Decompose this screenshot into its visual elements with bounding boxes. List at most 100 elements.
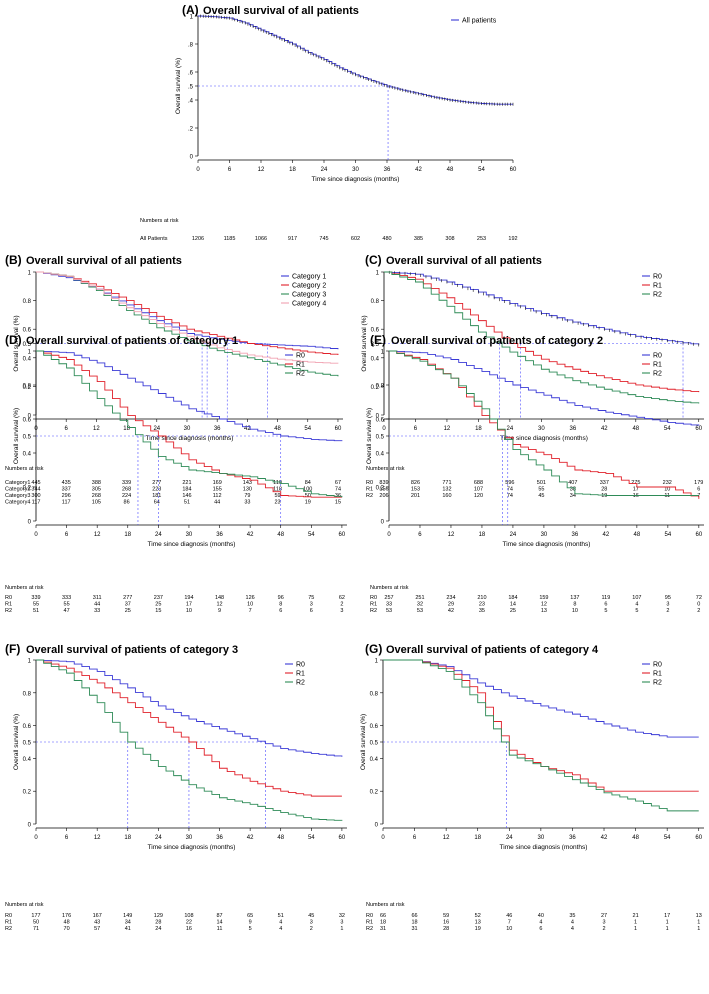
y-axis-label: Overall survival (%) [13,315,20,371]
risk-value: 42 [448,608,454,614]
risk-value: 66 [380,913,386,919]
x-tick-label: 42 [601,835,608,841]
risk-value: 50 [305,493,311,499]
panel-label: (G) [365,642,382,656]
series-line-r0 [36,350,343,442]
risk-value: 67 [335,480,341,486]
risk-value: 6 [539,926,542,932]
y-tick-label: 0.2 [23,790,32,796]
x-tick-label: 24 [155,532,162,538]
x-tick-label: 36 [570,426,577,432]
risk-row-label: R1 [370,602,377,608]
series-line-r1 [383,659,699,792]
panel-label: (A) [182,3,199,17]
risk-value: 55 [33,602,39,608]
legend-label: Category 3 [292,292,326,299]
risk-value: 31 [412,926,418,932]
risk-value: 75 [308,595,314,601]
panel-f: (F) Overall survival of patients of categ… [5,642,347,932]
risk-table-title: Numbers at risk [5,902,44,908]
risk-table-title: Numbers at risk [366,466,405,472]
y-tick-label: 1 [376,271,380,277]
y-tick-label: 0 [28,520,32,526]
risk-value: 32 [339,913,345,919]
risk-value: 72 [696,595,702,601]
legend-label: R1 [653,283,662,290]
risk-value: 268 [122,487,131,493]
risk-value: 388 [92,480,101,486]
risk-value: 339 [31,595,40,601]
y-tick-label: 0.6 [23,418,32,424]
y-tick-label: 0.8 [23,691,32,697]
risk-value: 28 [601,487,607,493]
y-tick-label: 0.5 [370,741,379,747]
risk-value: 59 [275,493,281,499]
y-axis-label: Overall survival (%) [360,714,367,770]
chart-title: Overall survival of patients of category… [26,644,238,656]
y-tick-label: 0.8 [23,384,32,390]
legend-label: R1 [653,362,662,369]
y-tick-label: 0.2 [23,385,32,391]
y-tick-label: 0 [28,414,32,420]
chart-title: Overall survival of all patients [203,5,359,17]
y-tick-label: .5 [188,85,194,91]
x-tick-label: 0 [196,167,200,173]
y-tick-label: 0.2 [376,486,385,492]
y-tick-label: 0.5 [23,342,32,348]
risk-value: 2 [666,608,669,614]
y-tick-label: 0 [381,520,385,526]
risk-value: 16 [443,920,449,926]
panel-label: (B) [5,253,22,267]
risk-value: 17 [664,913,670,919]
risk-table-title: Numbers at risk [140,218,179,224]
risk-value: 257 [384,595,393,601]
risk-row-label: R1 [5,920,12,926]
risk-value: 4 [279,926,282,932]
risk-value: 296 [62,493,71,499]
legend-label: All patients [462,18,497,25]
risk-value: 4 [571,926,574,932]
risk-value: 118 [273,487,282,493]
series-line-r1 [384,271,700,393]
y-tick-label: 1 [28,659,32,665]
risk-value: 28 [443,926,449,932]
x-tick-label: 0 [387,532,391,538]
risk-value: 1 [666,926,669,932]
risk-value: 221 [182,480,191,486]
risk-value: 11 [664,493,670,499]
risk-value: 194 [184,595,193,601]
risk-value: 19 [475,926,481,932]
risk-value: 251 [415,595,424,601]
y-tick-label: 1 [375,659,379,665]
risk-value: 3 [340,920,343,926]
risk-value: 51 [184,500,190,506]
y-tick-label: 0.6 [370,724,379,730]
risk-value: 27 [601,913,607,919]
risk-value: 146 [182,493,191,499]
risk-value: 33 [386,602,392,608]
series-line-r2 [383,659,699,812]
risk-value: 18 [412,920,418,926]
risk-value: 596 [505,480,514,486]
risk-row-label: R1 [366,487,373,493]
risk-row-label: R0 [366,480,373,486]
chart-title: Overall survival of patients of category… [386,644,599,656]
risk-value: 385 [414,236,423,242]
y-tick-label: 0.2 [23,486,32,492]
legend-label: Category 2 [292,283,326,290]
risk-row-label: R2 [366,926,373,932]
y-tick-label: 0.4 [23,452,32,458]
series-line-r1 [389,350,700,499]
risk-row-label: All Patients [140,236,168,242]
y-tick-label: 0.4 [23,757,32,763]
legend-label: R1 [653,671,662,678]
risk-value: 57 [94,926,100,932]
risk-value: 5 [635,608,638,614]
y-tick-label: 0.6 [371,328,380,334]
risk-value: 6 [697,487,700,493]
legend-label: R0 [653,662,662,669]
x-tick-label: 48 [447,167,454,173]
risk-value: 253 [477,236,486,242]
x-axis-label: Time since diagnosis (months) [312,176,400,183]
risk-row-label: R0 [5,595,12,601]
